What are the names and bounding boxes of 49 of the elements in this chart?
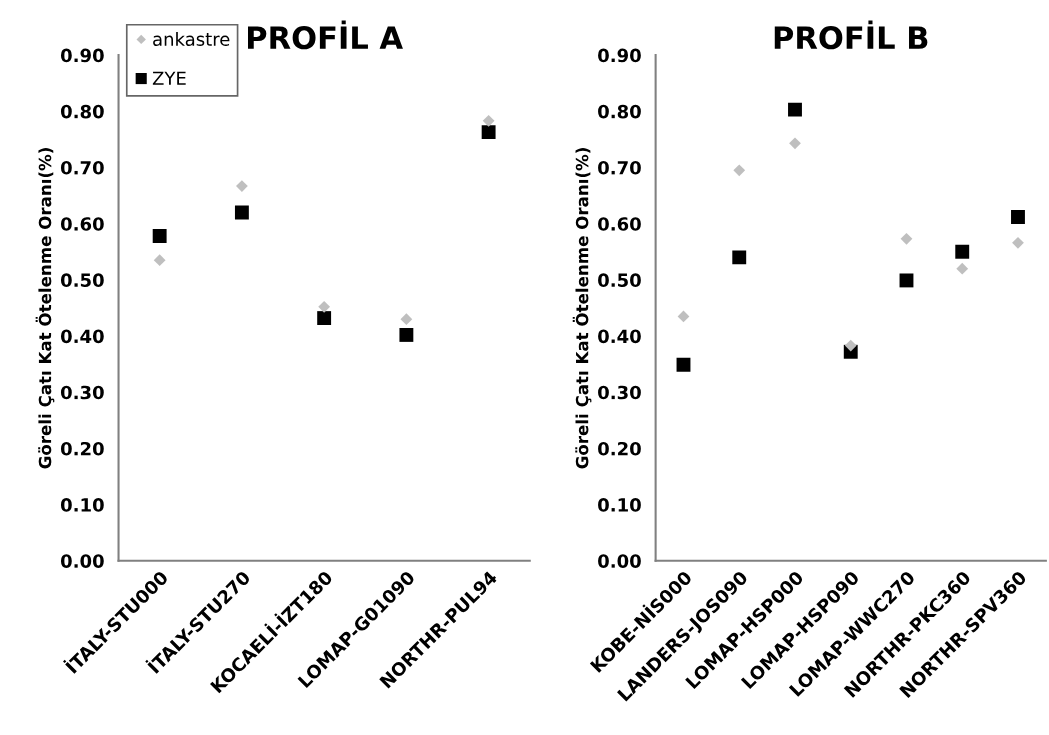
- y-tick-label: 0.00: [598, 554, 641, 568]
- point: [400, 313, 413, 326]
- point: [317, 311, 332, 326]
- y-axis-title: Göreli Çatı Kat Ötelenme Oranı(%): [35, 148, 55, 469]
- point: [234, 205, 249, 220]
- y-tick-label: 0.80: [598, 104, 641, 119]
- point: [676, 357, 691, 372]
- y-tick-label: 0.50: [60, 273, 104, 287]
- y-tick-label: 0.80: [60, 104, 104, 119]
- point: [789, 137, 801, 150]
- point: [732, 250, 747, 265]
- point: [152, 229, 167, 243]
- point: [900, 232, 913, 245]
- point: [899, 273, 914, 288]
- y-tick-label: 0.10: [598, 498, 641, 512]
- legend-label: ZYE: [152, 71, 186, 85]
- y-tick-label: 0.90: [60, 48, 104, 63]
- point: [733, 164, 746, 177]
- y-tick-label: 0.90: [598, 48, 641, 63]
- point: [482, 114, 495, 127]
- point: [1012, 236, 1024, 249]
- y-tick-label: 0.20: [598, 441, 641, 456]
- y-tick-label: 0.00: [60, 554, 104, 568]
- y-tick-label: 0.50: [598, 273, 641, 287]
- point: [399, 327, 414, 342]
- point: [318, 300, 331, 313]
- y-tick-label: 0.70: [598, 160, 641, 175]
- y-tick-label: 0.30: [60, 385, 104, 400]
- y-tick-label: 0.60: [60, 217, 104, 231]
- chart-title: PROFİL A: [248, 20, 403, 50]
- point: [677, 310, 690, 323]
- point: [955, 244, 970, 259]
- y-tick-label: 0.70: [60, 160, 104, 175]
- y-tick-label: 0.10: [60, 498, 104, 512]
- y-tick-label: 0.60: [598, 217, 641, 231]
- y-tick-label: 0.30: [598, 385, 641, 400]
- y-tick-label: 0.40: [598, 329, 641, 344]
- point: [481, 125, 496, 140]
- point: [844, 339, 857, 352]
- y-axis-title: Göreli Çatı Kat Ötelenme Oranı(%): [572, 148, 592, 469]
- y-tick-label: 0.40: [60, 329, 104, 344]
- chart-title: PROFİL B: [774, 20, 928, 50]
- point: [1011, 210, 1025, 224]
- y-tick-label: 0.20: [60, 441, 104, 456]
- point: [153, 254, 166, 267]
- legend-label: ankastre: [153, 32, 230, 46]
- point: [956, 262, 969, 275]
- point: [788, 102, 802, 117]
- point: [236, 180, 248, 192]
